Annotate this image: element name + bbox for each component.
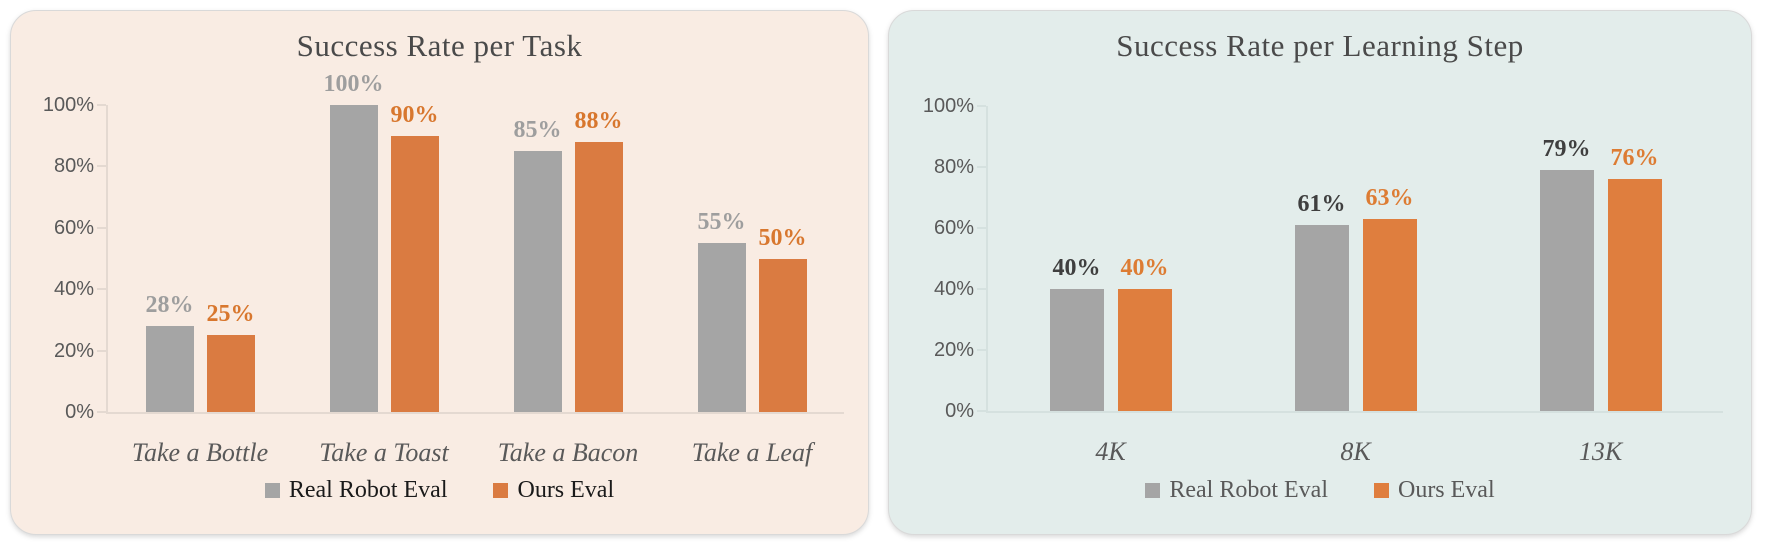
plot-area: 0% 20% 40% 60% 80% 100% 4K 40% 40% 8K 61% 63% 13K 79%…	[889, 11, 1751, 534]
legend-item-ours-eval: Ours Eval	[493, 475, 614, 505]
y-axis-tick	[97, 165, 106, 168]
value-label-real-robot-eval: 55%	[697, 209, 746, 236]
bar-real-robot-eval	[1294, 224, 1349, 411]
bar-real-robot-eval	[1539, 170, 1594, 411]
x-axis-line	[108, 412, 844, 414]
y-tick-label: 100%	[922, 95, 974, 117]
y-axis-tick	[977, 349, 986, 351]
chart-panel-success-rate-per-learning-step: Success Rate per Learning Step 0% 20% 40% 6…	[888, 10, 1752, 535]
bar-real-robot-eval	[513, 151, 562, 412]
legend: Real Robot Eval Ours Eval	[889, 475, 1751, 505]
bar-ours-eval	[1362, 218, 1417, 411]
y-tick-label: 60%	[53, 216, 94, 239]
y-axis-tick	[97, 411, 106, 413]
bar-real-robot-eval	[1049, 289, 1104, 411]
value-label-real-robot-eval: 61%	[1297, 190, 1346, 217]
x-category-label: 4K	[1095, 437, 1126, 466]
value-label-real-robot-eval: 79%	[1542, 136, 1591, 163]
legend-label: Real Robot Eval	[288, 477, 448, 503]
bar-ours-eval	[390, 135, 439, 412]
bar-real-robot-eval	[145, 326, 194, 412]
y-axis-line	[986, 106, 988, 413]
y-tick-label: 0%	[945, 400, 974, 422]
legend-label: Ours Eval	[1397, 477, 1495, 503]
bar-ours-eval	[206, 335, 255, 412]
y-axis-tick	[977, 105, 986, 107]
value-label-real-robot-eval: 40%	[1052, 255, 1101, 281]
legend-swatch-ours-eval	[1373, 482, 1389, 498]
bar-real-robot-eval	[697, 243, 746, 412]
y-axis-tick	[97, 226, 106, 229]
y-axis-tick	[977, 166, 986, 168]
plot-area: 0% 20% 40% 60% 80% 100% Take a Bottle 28% 25% Tak…	[11, 11, 868, 534]
y-tick-label: 20%	[53, 339, 94, 362]
y-axis-tick	[97, 104, 106, 106]
y-tick-label: 20%	[933, 339, 974, 361]
y-tick-label: 100%	[42, 94, 94, 116]
legend-item-real-robot-eval: Real Robot Eval	[264, 475, 448, 505]
legend-swatch-real-robot-eval	[1145, 482, 1161, 498]
y-tick-label: 40%	[933, 278, 974, 300]
legend-item-real-robot-eval: Real Robot Eval	[1145, 475, 1328, 505]
y-axis-tick	[977, 410, 986, 412]
legend-item-ours-eval: Ours Eval	[1373, 475, 1495, 505]
y-axis-line	[106, 105, 108, 414]
x-axis-line	[988, 411, 1723, 413]
chart-title: Success Rate per Task	[296, 28, 583, 63]
legend: Real Robot Eval Ours Eval	[11, 475, 868, 505]
bar-ours-eval	[1117, 289, 1172, 411]
value-label-ours-eval: 25%	[206, 301, 255, 328]
value-label-ours-eval: 90%	[390, 101, 439, 128]
y-axis-tick	[977, 227, 986, 229]
value-label-ours-eval: 76%	[1610, 145, 1659, 172]
bar-ours-eval	[758, 258, 807, 412]
bar-real-robot-eval	[329, 105, 378, 412]
value-label-ours-eval: 63%	[1365, 184, 1414, 211]
y-tick-label: 60%	[933, 217, 974, 239]
x-category-label: 8K	[1340, 437, 1371, 466]
legend-label: Ours Eval	[517, 477, 615, 503]
y-tick-label: 80%	[53, 155, 94, 178]
x-category-label: Take a Toast	[319, 438, 449, 467]
y-axis-tick	[97, 288, 106, 291]
y-axis-tick	[977, 288, 986, 290]
chart-title: Success Rate per Learning Step	[1116, 28, 1524, 63]
value-label-ours-eval: 88%	[574, 107, 623, 134]
x-category-label: Take a Bacon	[497, 438, 639, 467]
x-category-label: Take a Leaf	[691, 438, 813, 467]
legend-swatch-real-robot-eval	[264, 482, 280, 498]
legend-label: Real Robot Eval	[1169, 477, 1328, 503]
value-label-real-robot-eval: 85%	[513, 117, 562, 144]
y-tick-label: 0%	[65, 401, 94, 423]
bar-ours-eval	[574, 141, 623, 412]
legend-swatch-ours-eval	[493, 482, 509, 498]
x-category-label: Take a Bottle	[131, 438, 269, 467]
value-label-ours-eval: 40%	[1120, 255, 1169, 281]
value-label-ours-eval: 50%	[758, 224, 807, 251]
y-tick-label: 80%	[933, 156, 974, 178]
value-label-real-robot-eval: 100%	[323, 71, 384, 97]
bar-ours-eval	[1607, 179, 1662, 411]
y-axis-tick	[97, 349, 106, 352]
y-tick-label: 40%	[53, 278, 94, 301]
value-label-real-robot-eval: 28%	[145, 292, 194, 319]
chart-panel-success-rate-per-task: Success Rate per Task 0% 20% 40% 60% 80% 100%…	[10, 10, 869, 535]
x-category-label: 13K	[1578, 437, 1623, 466]
